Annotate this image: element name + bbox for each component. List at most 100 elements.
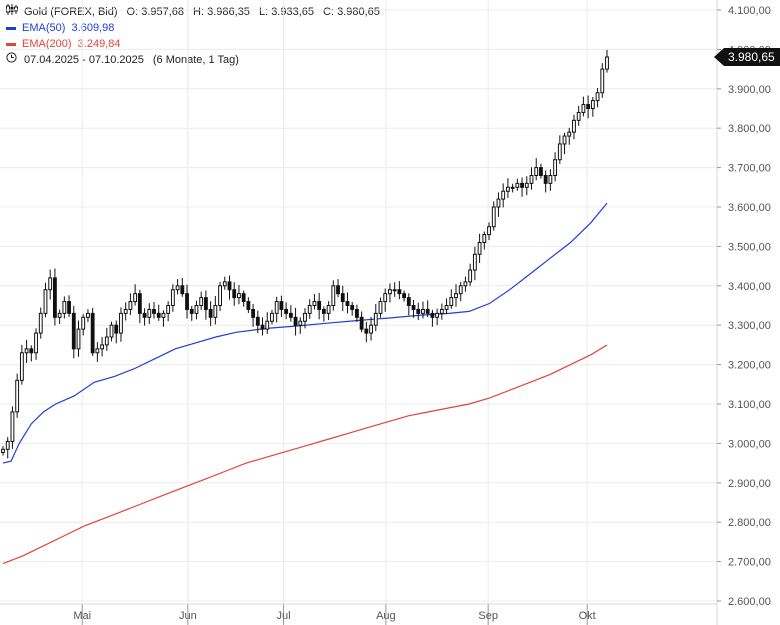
- candle-body: [605, 56, 609, 70]
- low-label: L:: [258, 6, 269, 18]
- candle-body: [43, 289, 48, 314]
- candle-body: [119, 312, 123, 334]
- candle-body: [189, 308, 194, 314]
- candle: [496, 192, 501, 217]
- candle-body: [166, 305, 171, 314]
- y-tick-label: 3.200,00: [728, 360, 771, 372]
- candle-body: [255, 316, 260, 326]
- y-tick-label: 3.300,00: [728, 320, 771, 332]
- x-tick-label: Okt: [579, 610, 596, 622]
- candle-body: [326, 305, 331, 314]
- ema50-path: [2, 202, 608, 464]
- candle: [128, 293, 133, 315]
- candle: [458, 281, 463, 302]
- candle: [43, 282, 48, 318]
- candle-body: [529, 174, 534, 184]
- x-tick-label: Mai: [73, 610, 91, 622]
- candle: [600, 63, 605, 98]
- y-tick-label: 4.100,00: [728, 5, 771, 17]
- candle-body: [10, 411, 15, 442]
- candle: [15, 373, 20, 418]
- candle-body: [378, 301, 383, 314]
- candle-body: [392, 289, 397, 292]
- candle: [468, 263, 473, 287]
- candle-body: [600, 68, 605, 94]
- candle: [491, 201, 496, 231]
- candle-body: [156, 312, 161, 318]
- candle-body: [321, 308, 326, 314]
- candle-body: [199, 297, 204, 306]
- candle-body: [510, 186, 515, 189]
- y-tick-label: 3.400,00: [728, 281, 771, 293]
- legend-ema200-row: EMA(200) 3.249,84: [6, 36, 380, 52]
- candle-body: [19, 352, 24, 381]
- candle-body: [208, 308, 213, 318]
- candle: [576, 105, 581, 126]
- candle: [534, 158, 539, 181]
- candle: [95, 342, 100, 362]
- candle: [76, 320, 81, 357]
- candle-body: [548, 174, 553, 184]
- candle-body: [312, 301, 317, 306]
- candle: [482, 231, 487, 250]
- candle-body: [100, 344, 105, 350]
- candle: [605, 49, 609, 73]
- candle: [406, 293, 411, 316]
- y-tick-label: 3.100,00: [728, 399, 771, 411]
- candle-body: [29, 348, 34, 354]
- candle: [137, 289, 142, 324]
- ema50-line: [2, 202, 608, 464]
- candle: [133, 284, 138, 306]
- candle: [142, 308, 147, 326]
- candle: [279, 295, 284, 317]
- candle: [354, 304, 359, 323]
- candle: [359, 311, 364, 333]
- candle: [411, 299, 416, 318]
- candle: [557, 135, 562, 165]
- candle-body: [52, 277, 57, 318]
- ema200-value: 3.249,84: [77, 38, 121, 50]
- ema200-swatch: [6, 42, 16, 46]
- candle-body: [288, 312, 293, 318]
- candle: [463, 276, 468, 292]
- interval: (6 Monate, 1 Tag): [152, 54, 239, 66]
- candle-body: [265, 320, 270, 330]
- high-label: H:: [193, 6, 205, 18]
- candle: [100, 337, 105, 357]
- candle: [185, 284, 189, 319]
- candle: [321, 306, 326, 322]
- candle-body: [34, 332, 38, 354]
- last-price-tag-bg: [714, 48, 780, 67]
- candle: [114, 320, 119, 344]
- candle: [529, 167, 534, 190]
- candle-body: [15, 379, 20, 413]
- candle-body: [553, 159, 558, 176]
- candle: [57, 309, 62, 325]
- candle-body: [62, 301, 67, 314]
- candle: [194, 300, 199, 320]
- candle: [5, 437, 10, 459]
- y-tick-label: 2.600,00: [728, 596, 771, 608]
- candle: [232, 282, 237, 306]
- candle-body: [505, 186, 510, 192]
- candle-body: [185, 293, 189, 310]
- candle: [293, 307, 298, 336]
- clock-icon: [6, 52, 20, 68]
- y-tick-label: 3.500,00: [728, 241, 771, 253]
- candle: [510, 183, 515, 193]
- candle-body: [307, 305, 312, 314]
- candle: [67, 295, 71, 317]
- candle-body: [114, 324, 119, 334]
- candle-body: [406, 297, 411, 306]
- ema50-label: EMA(50): [22, 22, 66, 34]
- candle: [388, 283, 392, 303]
- candle: [38, 307, 43, 339]
- ema50-swatch: [6, 26, 16, 30]
- candle: [303, 308, 307, 329]
- candle-body: [48, 277, 53, 291]
- y-axis: 2.600,00 2.700,00 2.800,00 2.900,00 3.000,00…: [717, 5, 771, 608]
- candle-body: [274, 301, 279, 314]
- candle-body: [246, 301, 251, 310]
- candle: [62, 296, 67, 319]
